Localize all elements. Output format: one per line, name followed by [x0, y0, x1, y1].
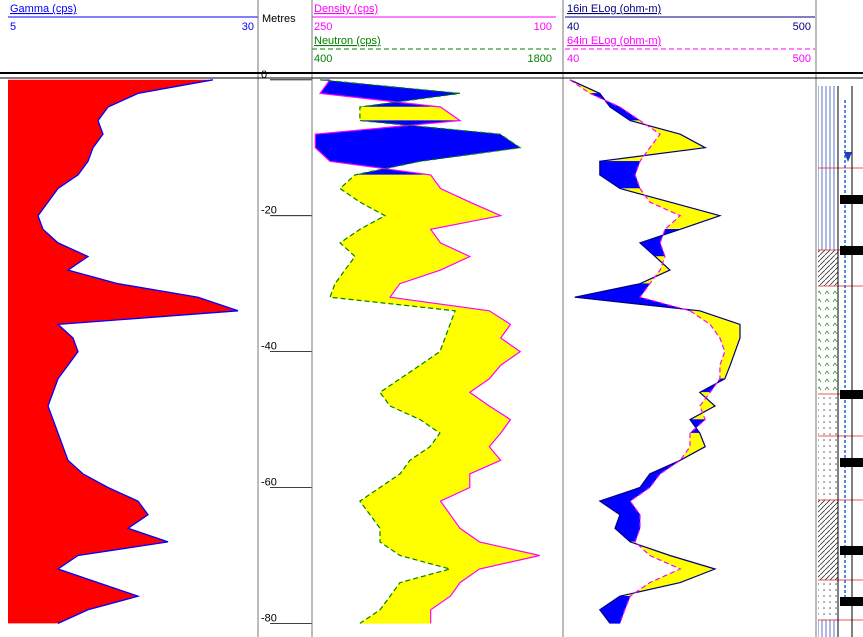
depth-label: -60 — [261, 477, 277, 489]
curve — [314, 79, 540, 624]
depth-label: 0 — [261, 69, 267, 81]
depth-label: -20 — [261, 205, 277, 217]
scale-max: 30 — [242, 21, 254, 33]
scale-max: 1800 — [528, 53, 552, 65]
curve — [319, 79, 522, 624]
scale-min: 40 — [567, 53, 579, 65]
series-name: 16in ELog (ohm-m) — [567, 3, 661, 15]
crossover-fill — [444, 324, 511, 339]
seal — [840, 195, 863, 204]
crossover-fill — [339, 174, 441, 189]
water-level — [844, 152, 852, 162]
crossover-fill — [329, 283, 401, 298]
area-fill — [8, 79, 238, 624]
seal — [840, 546, 863, 555]
crossover-fill — [599, 161, 641, 176]
lith-gravel — [818, 314, 838, 394]
depth-label: -80 — [261, 612, 277, 624]
series-name: 64in ELog (ohm-m) — [567, 35, 661, 47]
crossover-fill — [315, 133, 521, 148]
scale-max: 100 — [534, 21, 552, 33]
depth-label: -40 — [261, 341, 277, 353]
lith-sand — [818, 394, 838, 500]
crossover-fill — [369, 514, 461, 529]
lithology-column — [818, 86, 863, 637]
lith-clay — [818, 620, 838, 637]
scale-max: 500 — [793, 21, 811, 33]
crossover-fill — [359, 500, 451, 515]
lith-gravel — [818, 286, 838, 314]
lith-sandstone — [818, 250, 838, 286]
seal — [840, 597, 863, 606]
scale-min: 400 — [314, 53, 332, 65]
curve — [569, 79, 741, 624]
lith-sand — [818, 580, 838, 620]
series-name: Gamma (cps) — [10, 3, 77, 15]
seal — [840, 390, 863, 399]
scale-min: 40 — [567, 21, 579, 33]
series-name: Neutron (cps) — [314, 35, 381, 47]
curve — [569, 79, 726, 624]
crossover-fill — [389, 582, 461, 597]
seal — [840, 458, 863, 467]
track-title: Metres — [262, 13, 296, 25]
seal — [840, 246, 863, 255]
scale-min: 250 — [314, 21, 332, 33]
curve — [37, 79, 239, 624]
lith-sandstone — [818, 500, 838, 580]
scale-min: 5 — [10, 21, 16, 33]
casing — [837, 86, 853, 637]
track-borders — [257, 0, 817, 637]
scale-max: 500 — [793, 53, 811, 65]
series-name: Density (cps) — [314, 3, 378, 15]
crossover-fill — [429, 432, 502, 447]
